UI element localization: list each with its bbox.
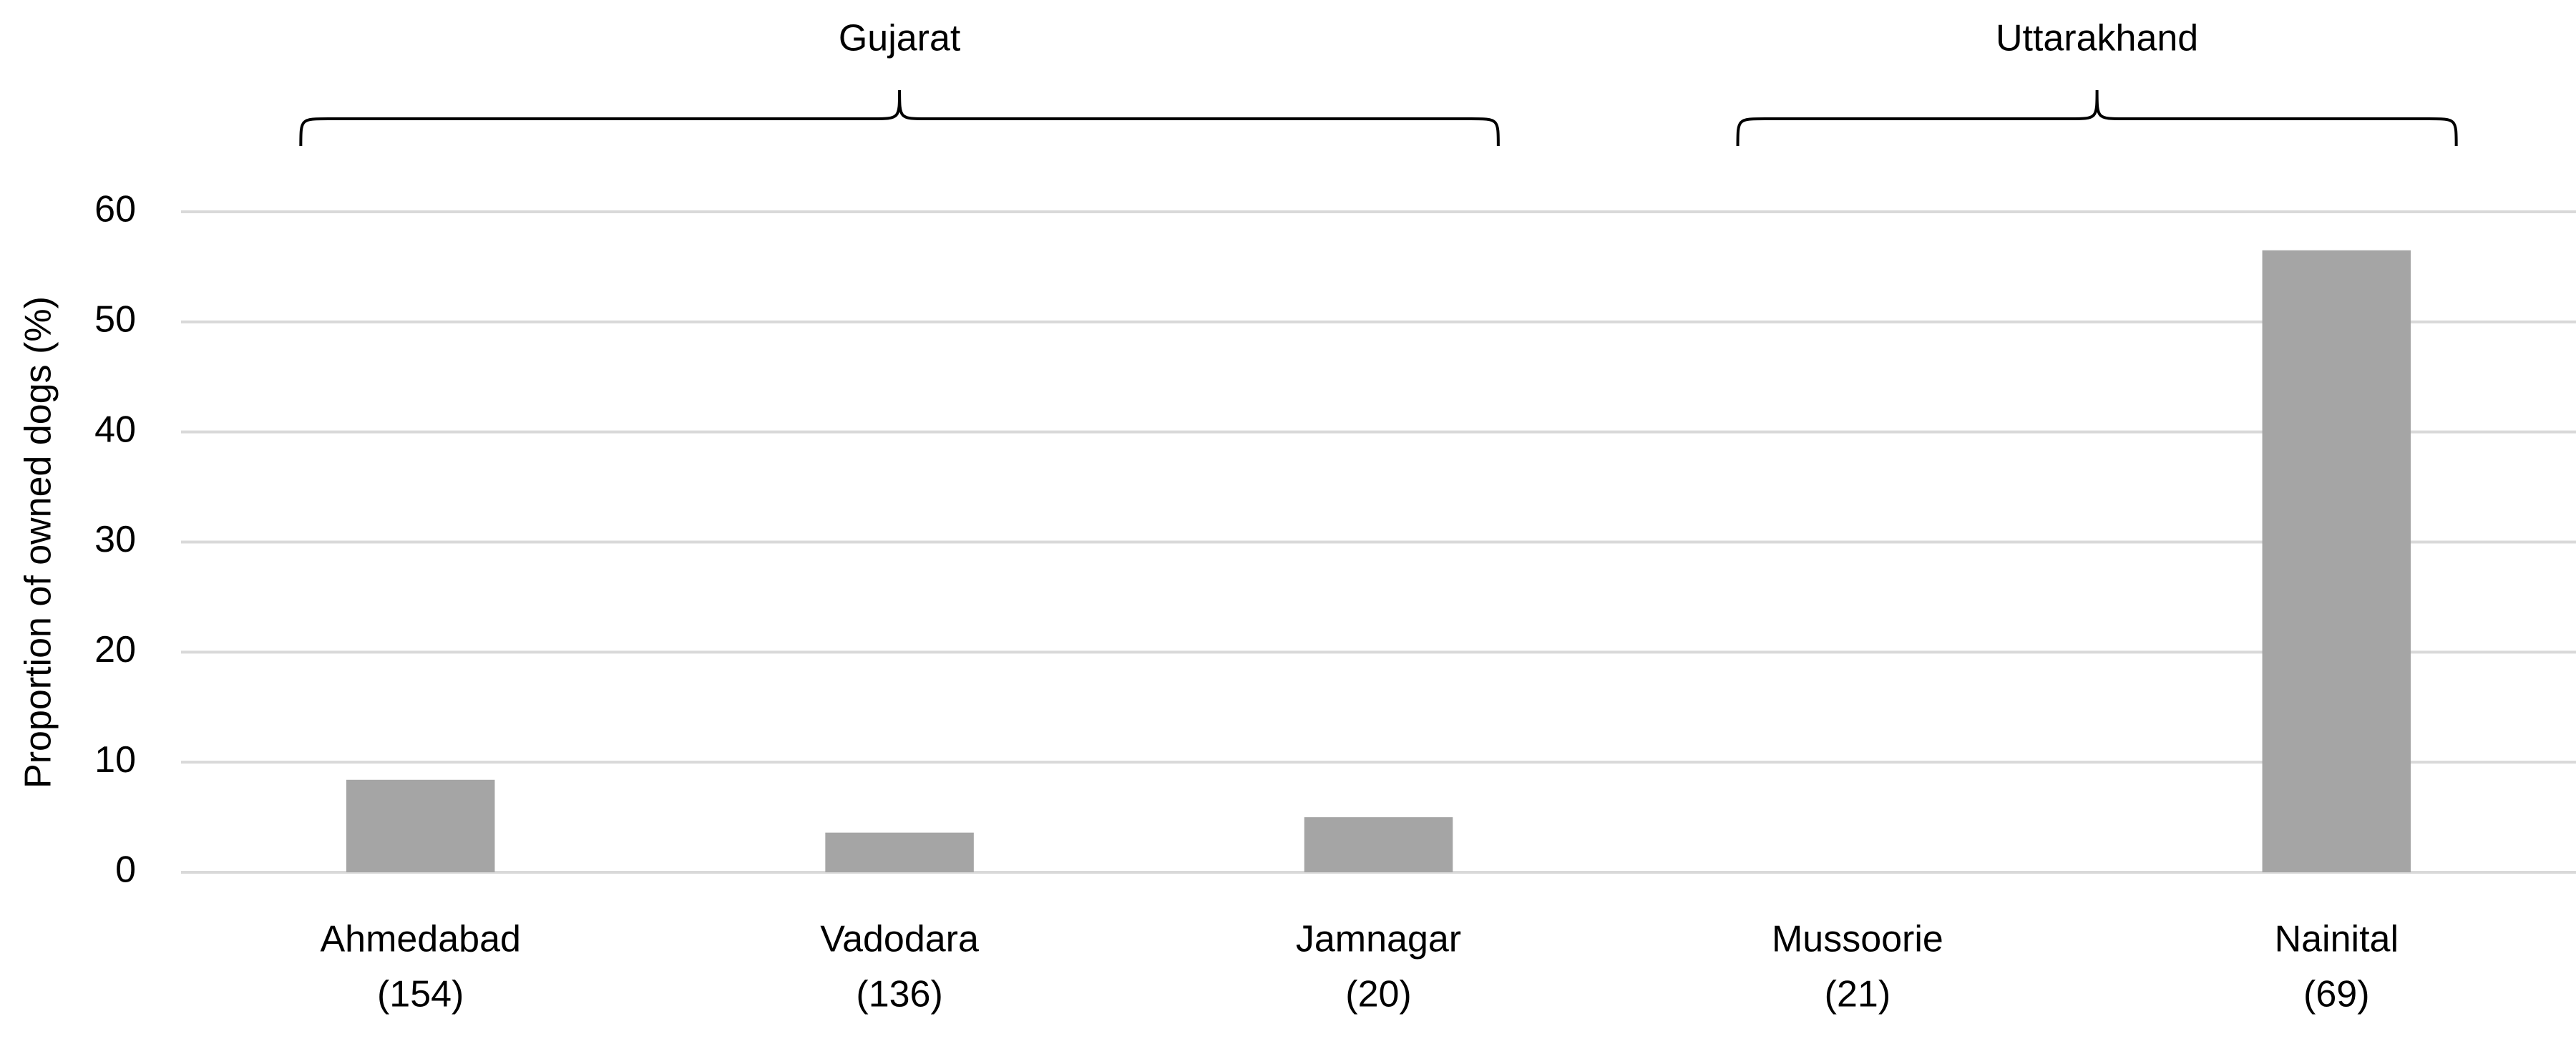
- sample-size-label: (69): [2303, 974, 2369, 1015]
- group-label: Gujarat: [839, 18, 961, 59]
- x-tick-label: Mussoorie: [1772, 919, 1943, 960]
- y-tick-label: 60: [94, 189, 136, 230]
- x-tick-label: Ahmedabad: [320, 919, 520, 960]
- bar: [346, 779, 495, 872]
- group-label: Uttarakhand: [1996, 18, 2198, 59]
- y-tick-label: 20: [94, 629, 136, 670]
- bar: [1304, 817, 1453, 872]
- sample-size-label: (136): [856, 974, 942, 1015]
- y-tick-label: 30: [94, 519, 136, 560]
- sample-size-label: (154): [377, 974, 464, 1015]
- bar: [825, 832, 974, 872]
- x-tick-label: Jamnagar: [1296, 919, 1461, 960]
- bar: [2262, 250, 2411, 872]
- y-tick-label: 50: [94, 299, 136, 341]
- group-brace: [299, 89, 1500, 147]
- x-tick-label: Vadodara: [820, 919, 979, 960]
- y-tick-label: 10: [94, 739, 136, 781]
- y-tick-label: 40: [94, 409, 136, 450]
- x-tick-label: Nainital: [2275, 919, 2399, 960]
- y-axis-title: Proportion of owned dogs (%): [18, 296, 59, 789]
- group-brace: [1736, 89, 2458, 147]
- sample-size-label: (20): [1345, 974, 1411, 1015]
- y-tick-label: 0: [115, 849, 136, 891]
- sample-size-label: (21): [1825, 974, 1890, 1015]
